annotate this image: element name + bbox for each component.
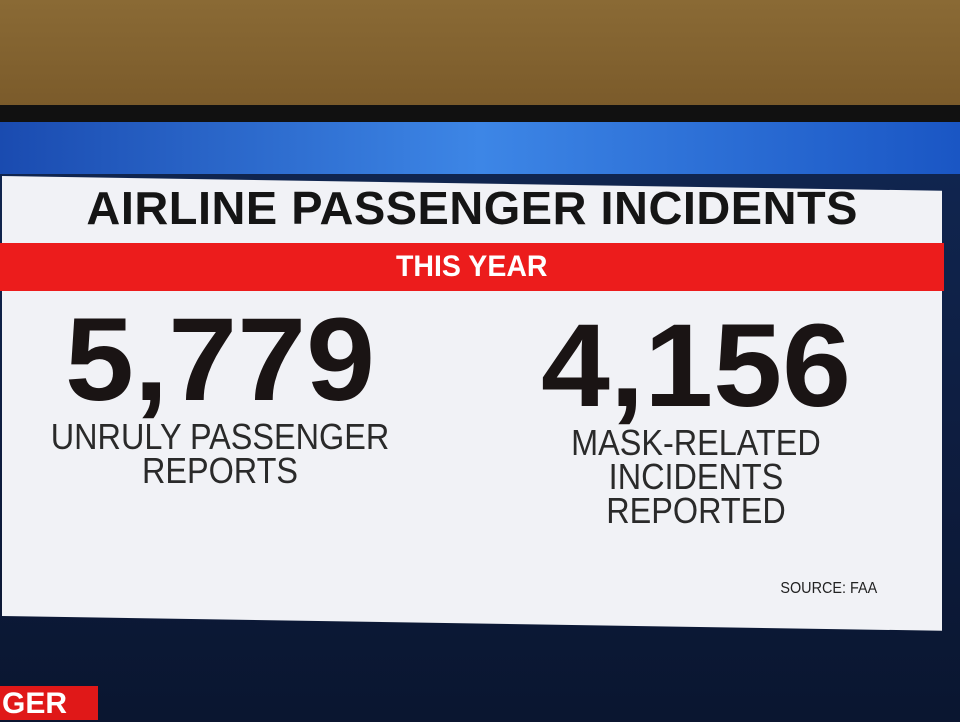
stat-label: MASK-RELATED INCIDENTS — [571, 422, 821, 497]
source: SOURCE: FAA — [780, 580, 878, 597]
stat-number: 4,156 — [540, 300, 852, 432]
stat: 4,156 MASK-RELATED INCIDENTS REPORTED — [476, 306, 916, 531]
subtitle-bar: THIS YEAR — [0, 243, 944, 291]
title: AIRLINE PASSENGER INCIDENTS — [86, 182, 858, 234]
tv-bezel — [0, 105, 960, 125]
stat-number: 5,779 — [64, 294, 376, 426]
stat-label: UNRULY PASSENGER — [50, 416, 390, 457]
subtitle: THIS YEAR — [396, 250, 548, 283]
stat: 5,779 UNRULY PASSENGER REPORTS — [0, 300, 440, 491]
stat-label: REPORTS — [141, 450, 299, 491]
ticker-tag: GER — [0, 686, 98, 720]
stat-label: REPORTED — [606, 490, 786, 531]
wall — [0, 0, 960, 112]
title-bar: AIRLINE PASSENGER INCIDENTS — [2, 176, 942, 240]
blue-band — [0, 122, 960, 174]
